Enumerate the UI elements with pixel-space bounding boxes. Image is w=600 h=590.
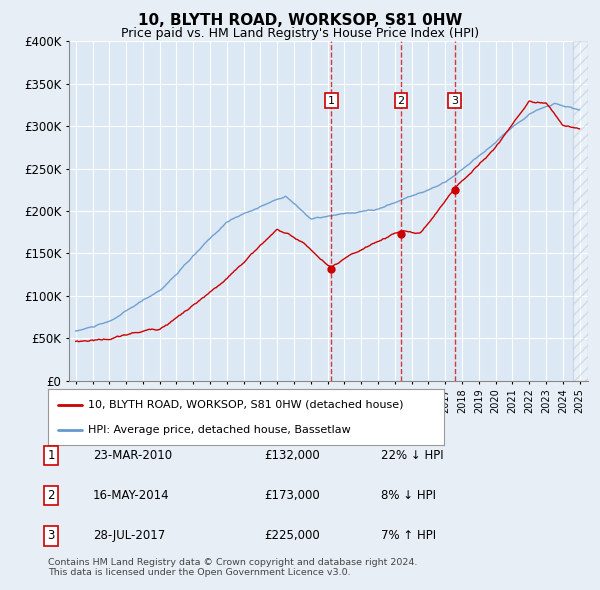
Text: 2: 2 — [397, 96, 404, 106]
Text: 3: 3 — [451, 96, 458, 106]
Bar — [573, 41, 588, 381]
Text: £132,000: £132,000 — [264, 449, 320, 462]
Text: 7% ↑ HPI: 7% ↑ HPI — [381, 529, 436, 542]
Text: 23-MAR-2010: 23-MAR-2010 — [93, 449, 172, 462]
Text: 16-MAY-2014: 16-MAY-2014 — [93, 489, 170, 502]
Text: Contains HM Land Registry data © Crown copyright and database right 2024.
This d: Contains HM Land Registry data © Crown c… — [48, 558, 418, 577]
Text: £225,000: £225,000 — [264, 529, 320, 542]
Text: 2: 2 — [47, 489, 55, 502]
Text: 10, BLYTH ROAD, WORKSOP, S81 0HW: 10, BLYTH ROAD, WORKSOP, S81 0HW — [138, 13, 462, 28]
Text: HPI: Average price, detached house, Bassetlaw: HPI: Average price, detached house, Bass… — [88, 425, 350, 435]
Text: £173,000: £173,000 — [264, 489, 320, 502]
Text: 22% ↓ HPI: 22% ↓ HPI — [381, 449, 443, 462]
Text: Price paid vs. HM Land Registry's House Price Index (HPI): Price paid vs. HM Land Registry's House … — [121, 27, 479, 40]
Text: 28-JUL-2017: 28-JUL-2017 — [93, 529, 165, 542]
Text: 1: 1 — [47, 449, 55, 462]
Text: 8% ↓ HPI: 8% ↓ HPI — [381, 489, 436, 502]
Text: 1: 1 — [328, 96, 335, 106]
Text: 3: 3 — [47, 529, 55, 542]
Text: 10, BLYTH ROAD, WORKSOP, S81 0HW (detached house): 10, BLYTH ROAD, WORKSOP, S81 0HW (detach… — [88, 399, 403, 409]
